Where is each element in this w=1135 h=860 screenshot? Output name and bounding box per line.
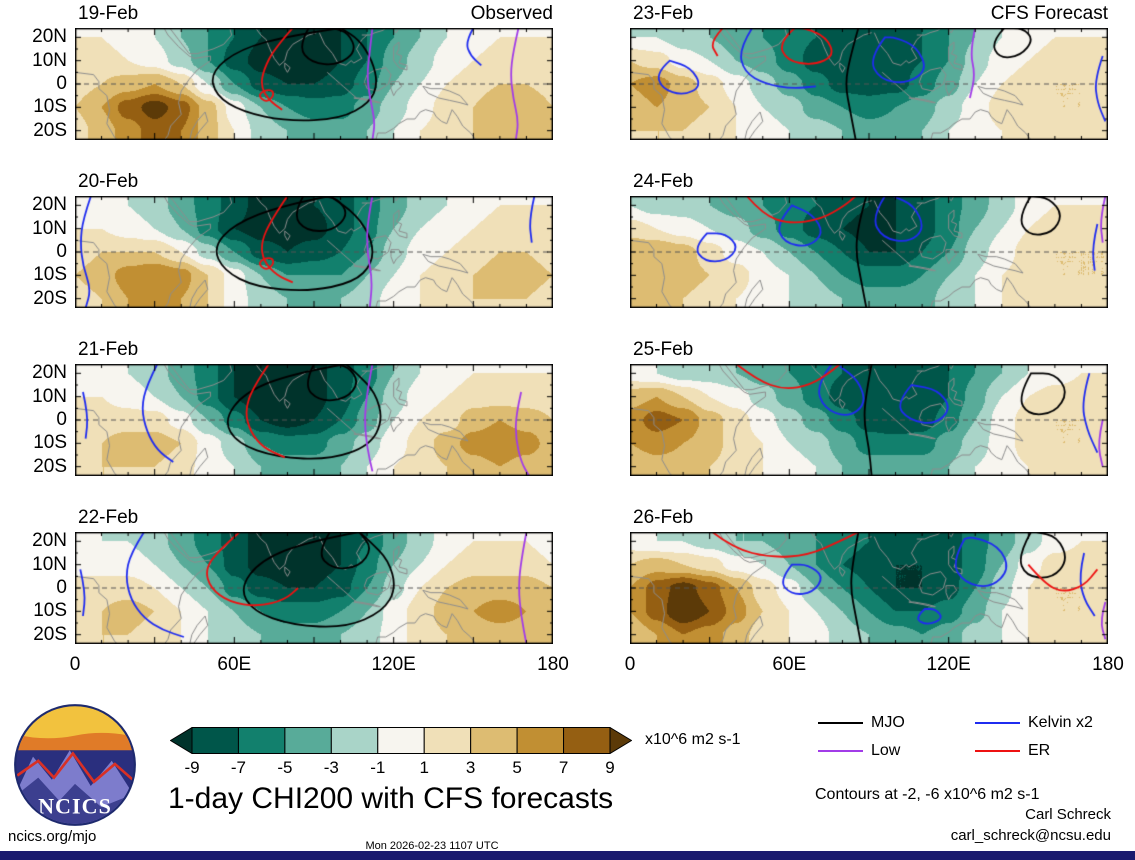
panel-date-label: 23-Feb (633, 3, 694, 24)
lat-axis-label: 20S (33, 287, 67, 309)
column-header-label: CFS Forecast (990, 3, 1108, 24)
legend-label: ER (1028, 742, 1051, 759)
map-panel-22-feb (75, 532, 553, 644)
lat-axis-label: 10S (33, 264, 67, 286)
colorbar-scale (169, 726, 633, 755)
lat-axis-label: 10N (32, 553, 67, 575)
ncics-logo-graphic: NCICS (14, 704, 136, 826)
lat-axis-label: 10N (32, 49, 67, 71)
logo-text: NCICS (38, 793, 112, 818)
panel-date-label: 20-Feb (78, 171, 139, 192)
legend-line-swatch (975, 722, 1020, 724)
lat-axis-label: 0 (56, 409, 67, 430)
map-panel-20-feb (75, 196, 553, 308)
colorbar: -9 -7 -5 -3 -1 1 3 5 7 9 (169, 726, 633, 787)
colorbar-tick-label: 7 (558, 758, 569, 777)
lat-axis-label: 10N (32, 385, 67, 407)
lat-axis-label: 20S (33, 455, 67, 477)
colorbar-tick-label: -3 (323, 758, 339, 777)
panel-date-label: 24-Feb (633, 171, 694, 192)
lon-axis-label: 180 (1092, 654, 1124, 675)
colorbar-tick-label: 3 (465, 758, 476, 777)
panel-date-label: 26-Feb (633, 507, 694, 528)
map-panel-26-feb (630, 532, 1108, 644)
lat-axis-label: 0 (56, 241, 67, 262)
lat-axis-label: 20N (32, 26, 67, 48)
colorbar-tick-label: 9 (605, 758, 615, 777)
colorbar-tick-label: 1 (419, 758, 429, 777)
colorbar-tick-label: -7 (230, 758, 246, 777)
lat-axis-label: 10N (32, 217, 67, 239)
panel-map-canvas (630, 364, 1108, 476)
map-panel-25-feb (630, 364, 1108, 476)
panel-date-label: 21-Feb (78, 339, 139, 360)
panel-date-label: 25-Feb (633, 339, 694, 360)
timestamp: Mon 2026-02-23 1107 UTC (365, 840, 499, 852)
colorbar-units-label: x10^6 m2 s-1 (645, 731, 741, 748)
lat-axis-label: 0 (56, 577, 67, 598)
lat-axis-label: 20N (32, 530, 67, 552)
colorbar-tick-label: 5 (512, 758, 522, 777)
lon-axis-label: 120E (926, 654, 971, 675)
map-panel-19-feb (75, 28, 553, 140)
site-link[interactable]: ncics.org/mjo (8, 828, 97, 845)
panel-date-label: 19-Feb (78, 3, 139, 24)
legend-item-kelvin-x2: Kelvin x2 (975, 714, 1093, 732)
colorbar-tick-label: -5 (277, 758, 293, 777)
column-header-label: Observed (470, 3, 553, 24)
panel-date-label: 22-Feb (78, 507, 139, 528)
lon-axis-label: 0 (69, 654, 81, 675)
lon-axis-label: 120E (371, 654, 416, 675)
lat-axis-label: 0 (56, 73, 67, 94)
footer-bar (0, 851, 1135, 860)
legend-item-mjo: MJO (818, 714, 905, 732)
legend-item-er: ER (975, 742, 1050, 760)
legend-label: Kelvin x2 (1028, 714, 1093, 731)
author-email-link[interactable]: carl_schreck@ncsu.edu (950, 827, 1111, 844)
lon-axis-label: 60E (772, 654, 807, 675)
panel-map-canvas (630, 196, 1108, 308)
legend-line-swatch (975, 750, 1020, 752)
author-credit: Carl Schreck (1025, 806, 1111, 823)
colorbar-tick-label: -1 (370, 758, 386, 777)
contour-note: Contours at -2, -6 x10^6 m2 s-1 (815, 786, 1040, 803)
lat-axis-label: 10S (33, 600, 67, 622)
lon-axis-label: 60E (217, 654, 252, 675)
panel-map-canvas (75, 364, 553, 476)
chart-title: 1-day CHI200 with CFS forecasts (168, 782, 614, 815)
colorbar-tick-label: -9 (184, 758, 200, 777)
ncics-logo: NCICS (12, 702, 138, 828)
panel-map-canvas (75, 28, 553, 140)
map-panel-24-feb (630, 196, 1108, 308)
legend-item-low: Low (818, 742, 900, 760)
line-legend: MJO Kelvin x2 Low ER (818, 710, 1130, 772)
lon-axis-label: 180 (537, 654, 569, 675)
lat-axis-label: 20N (32, 362, 67, 384)
lat-axis-label: 10S (33, 96, 67, 118)
lon-axis-label: 0 (624, 654, 636, 675)
panel-map-canvas (75, 532, 553, 644)
legend-label: Low (871, 742, 901, 759)
legend-line-swatch (818, 750, 863, 752)
lat-axis-label: 20N (32, 194, 67, 216)
legend-label: MJO (871, 714, 905, 731)
panel-map-canvas (630, 28, 1108, 140)
lat-axis-label: 20S (33, 623, 67, 645)
panel-map-canvas (630, 532, 1108, 644)
panel-map-canvas (75, 196, 553, 308)
lat-axis-label: 10S (33, 432, 67, 454)
legend-line-swatch (818, 722, 863, 724)
map-panel-21-feb (75, 364, 553, 476)
map-panel-23-feb (630, 28, 1108, 140)
lat-axis-label: 20S (33, 119, 67, 141)
